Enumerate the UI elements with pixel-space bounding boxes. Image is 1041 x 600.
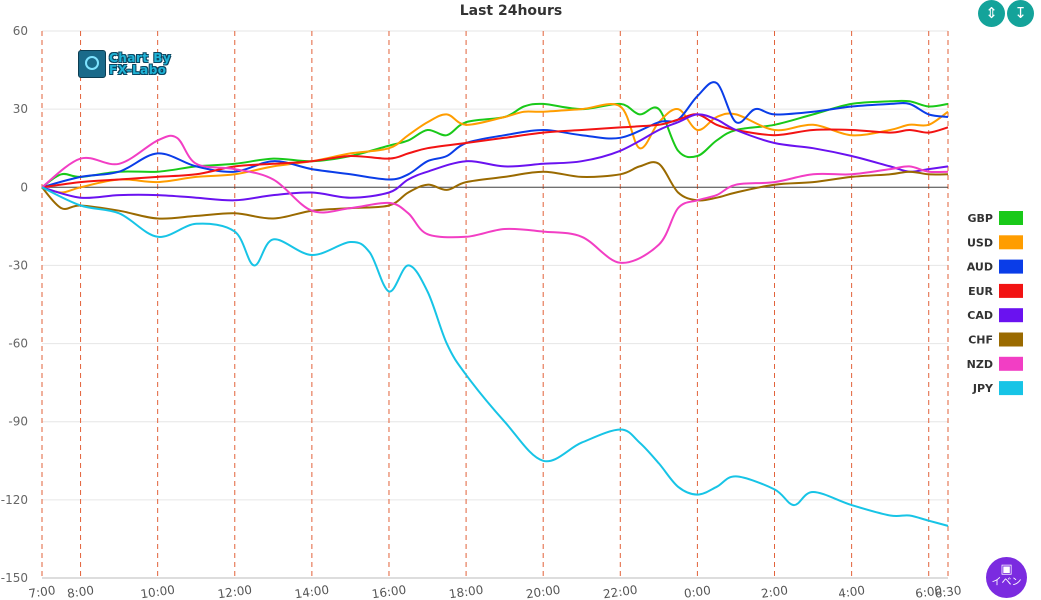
x-tick-label: 14:00 (294, 583, 330, 600)
axes (42, 186, 948, 579)
legend-swatch-jpy (999, 381, 1023, 396)
chart-magnifier-icon (78, 50, 106, 78)
legend-label-aud: AUD (967, 261, 993, 274)
event-button-label: イベン (991, 577, 1022, 588)
series-line-nzd (41, 134, 949, 264)
x-tick-label: 22:00 (602, 583, 638, 600)
legend-swatch-cad (999, 308, 1023, 323)
event-button[interactable]: ▣ イベン (986, 557, 1027, 598)
y-tick-label: -150 (1, 571, 28, 585)
calendar-icon: ▣ (1000, 562, 1013, 577)
series-line-cad (41, 113, 949, 202)
compress-icon: ⇕ (985, 4, 998, 22)
x-tick-label: 6:00 (914, 583, 943, 600)
legend-label-chf: CHF (968, 334, 993, 347)
y-tick-label: -30 (8, 258, 28, 272)
y-tick-label: 60 (13, 24, 28, 38)
x-tick-label: 20:00 (525, 583, 561, 600)
horizontal-gridlines (42, 30, 948, 579)
x-tick-label: 2:00 (760, 583, 789, 600)
y-tick-labels: 60 30 0 -30 -60 -90 -120 -150 (1, 24, 28, 585)
series-lines (41, 81, 949, 527)
expand-button[interactable]: ↧ (1007, 0, 1034, 27)
expand-icon: ↧ (1014, 4, 1027, 22)
series-line-jpy (41, 186, 949, 527)
legend-swatch-nzd (999, 356, 1023, 371)
logo-text: Chart By FX-Labo (109, 52, 171, 76)
y-tick-label: -90 (8, 415, 28, 429)
legend-swatch-chf (999, 332, 1023, 347)
legend-label-gbp: GBP (968, 212, 993, 225)
legend: GBP USD AUD EUR CAD CHF NZD JPY (967, 211, 1023, 396)
compress-button[interactable]: ⇕ (978, 0, 1005, 27)
series-line-aud (41, 81, 949, 189)
x-tick-label: 7:00 (28, 583, 57, 600)
x-tick-label: 12:00 (217, 583, 253, 600)
series-line-chf (41, 161, 949, 220)
x-tick-label: 0:00 (683, 583, 712, 600)
logo-line-1: Chart By (109, 51, 172, 65)
legend-label-jpy: JPY (972, 382, 994, 395)
x-tick-label: 16:00 (371, 583, 407, 600)
y-tick-label: 30 (13, 102, 28, 116)
legend-swatch-aud (999, 259, 1023, 274)
x-tick-label: 8:00 (66, 583, 95, 600)
series-line-gbp (41, 99, 949, 189)
x-tick-label: 6:30 (934, 583, 963, 600)
fx-labo-logo: Chart By FX-Labo (78, 50, 171, 78)
logo-line-2: FX-Labo (109, 63, 167, 77)
legend-label-eur: EUR (968, 285, 993, 298)
vertical-gridlines (41, 31, 949, 578)
x-tick-label: 18:00 (448, 583, 484, 600)
legend-label-cad: CAD (967, 309, 993, 322)
chart-title: Last 24hours (459, 3, 563, 19)
legend-swatch-gbp (999, 211, 1023, 225)
series-line-usd (41, 103, 949, 194)
x-tick-label: 10:00 (140, 583, 176, 600)
x-tick-label: 4:00 (837, 583, 866, 600)
legend-swatch-eur (999, 283, 1023, 298)
legend-swatch-usd (999, 235, 1023, 250)
x-tick-labels: 7:00 8:00 10:00 12:00 14:00 16:00 18:00 20:00 22… (28, 583, 963, 600)
y-tick-label: -60 (8, 337, 28, 351)
y-tick-label: -120 (1, 493, 28, 507)
y-tick-label: 0 (20, 180, 28, 194)
legend-label-nzd: NZD (967, 358, 993, 371)
legend-label-usd: USD (967, 236, 993, 249)
